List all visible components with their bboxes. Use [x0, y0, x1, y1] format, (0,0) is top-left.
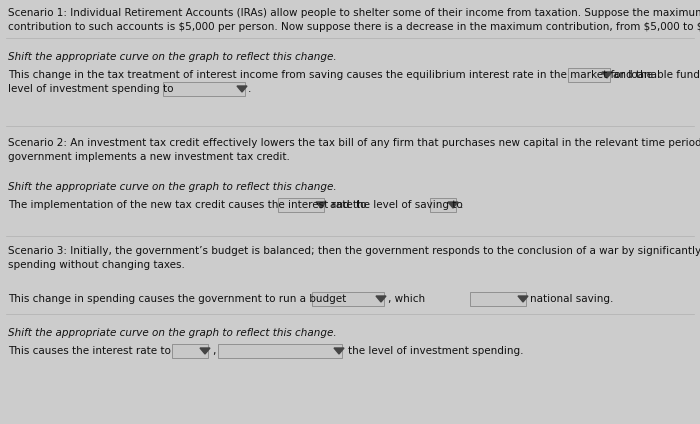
- Bar: [218, 344, 342, 358]
- Text: .: .: [248, 84, 251, 94]
- Polygon shape: [518, 296, 528, 302]
- Text: and the level of saving to: and the level of saving to: [330, 200, 463, 210]
- Bar: [470, 292, 526, 306]
- Polygon shape: [334, 348, 344, 354]
- Bar: [278, 198, 324, 212]
- Text: The implementation of the new tax credit causes the interest rate to: The implementation of the new tax credit…: [8, 200, 367, 210]
- Polygon shape: [448, 202, 458, 208]
- Text: Shift the appropriate curve on the graph to reflect this change.: Shift the appropriate curve on the graph…: [8, 52, 337, 62]
- Text: and the: and the: [613, 70, 653, 80]
- Bar: [172, 344, 208, 358]
- Text: Shift the appropriate curve on the graph to reflect this change.: Shift the appropriate curve on the graph…: [8, 182, 337, 192]
- Text: contribution to such accounts is $5,000 per person. Now suppose there is a decre: contribution to such accounts is $5,000 …: [8, 22, 700, 32]
- Polygon shape: [200, 348, 210, 354]
- Bar: [430, 198, 456, 212]
- Polygon shape: [237, 86, 247, 92]
- Text: Scenario 1: Individual Retirement Accounts (IRAs) allow people to shelter some o: Scenario 1: Individual Retirement Accoun…: [8, 8, 700, 18]
- Polygon shape: [602, 72, 612, 78]
- Text: This causes the interest rate to: This causes the interest rate to: [8, 346, 171, 356]
- Text: This change in spending causes the government to run a budget: This change in spending causes the gover…: [8, 294, 346, 304]
- Text: national saving.: national saving.: [530, 294, 613, 304]
- Text: ,: ,: [212, 346, 216, 356]
- Bar: [568, 68, 610, 82]
- Text: the level of investment spending.: the level of investment spending.: [348, 346, 524, 356]
- Text: level of investment spending to: level of investment spending to: [8, 84, 174, 94]
- Text: Shift the appropriate curve on the graph to reflect this change.: Shift the appropriate curve on the graph…: [8, 328, 337, 338]
- Text: , which: , which: [388, 294, 425, 304]
- Text: government implements a new investment tax credit.: government implements a new investment t…: [8, 152, 290, 162]
- Bar: [312, 292, 384, 306]
- Text: This change in the tax treatment of interest income from saving causes the equil: This change in the tax treatment of inte…: [8, 70, 700, 80]
- Text: Scenario 3: Initially, the government’s budget is balanced; then the government : Scenario 3: Initially, the government’s …: [8, 246, 700, 256]
- Polygon shape: [316, 202, 326, 208]
- Text: Scenario 2: An investment tax credit effectively lowers the tax bill of any firm: Scenario 2: An investment tax credit eff…: [8, 138, 700, 148]
- Bar: [163, 82, 245, 96]
- Polygon shape: [376, 296, 386, 302]
- Text: spending without changing taxes.: spending without changing taxes.: [8, 260, 185, 270]
- Text: .: .: [460, 200, 463, 210]
